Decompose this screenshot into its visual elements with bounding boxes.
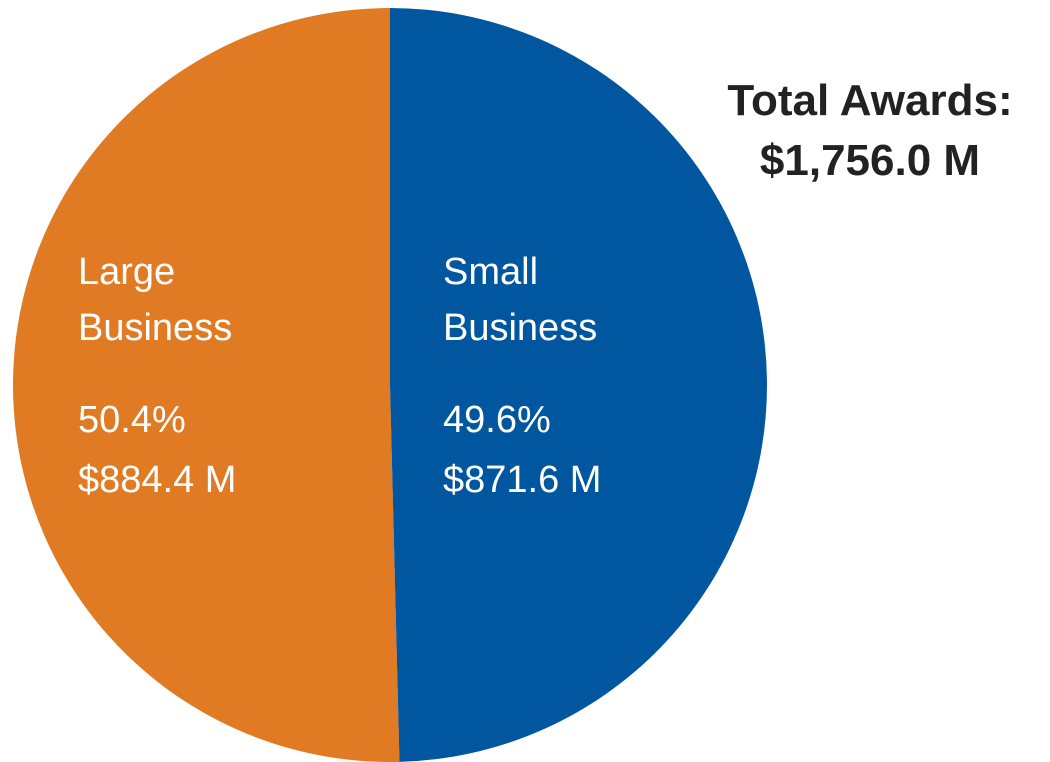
- slice-amount: $871.6 M: [443, 459, 602, 501]
- slice-percent: 49.6%: [443, 399, 551, 441]
- pie-slice: [13, 8, 400, 762]
- slice-amount: $884.4 M: [78, 459, 237, 501]
- pie-slice: [390, 8, 767, 762]
- slice-label: Small Business: [443, 251, 598, 349]
- total-title: Total Awards:: [727, 76, 1013, 125]
- slice-label: Large Business: [78, 251, 233, 349]
- total-value: $1,756.0 M: [759, 136, 981, 185]
- slice-percent: 50.4%: [78, 399, 186, 441]
